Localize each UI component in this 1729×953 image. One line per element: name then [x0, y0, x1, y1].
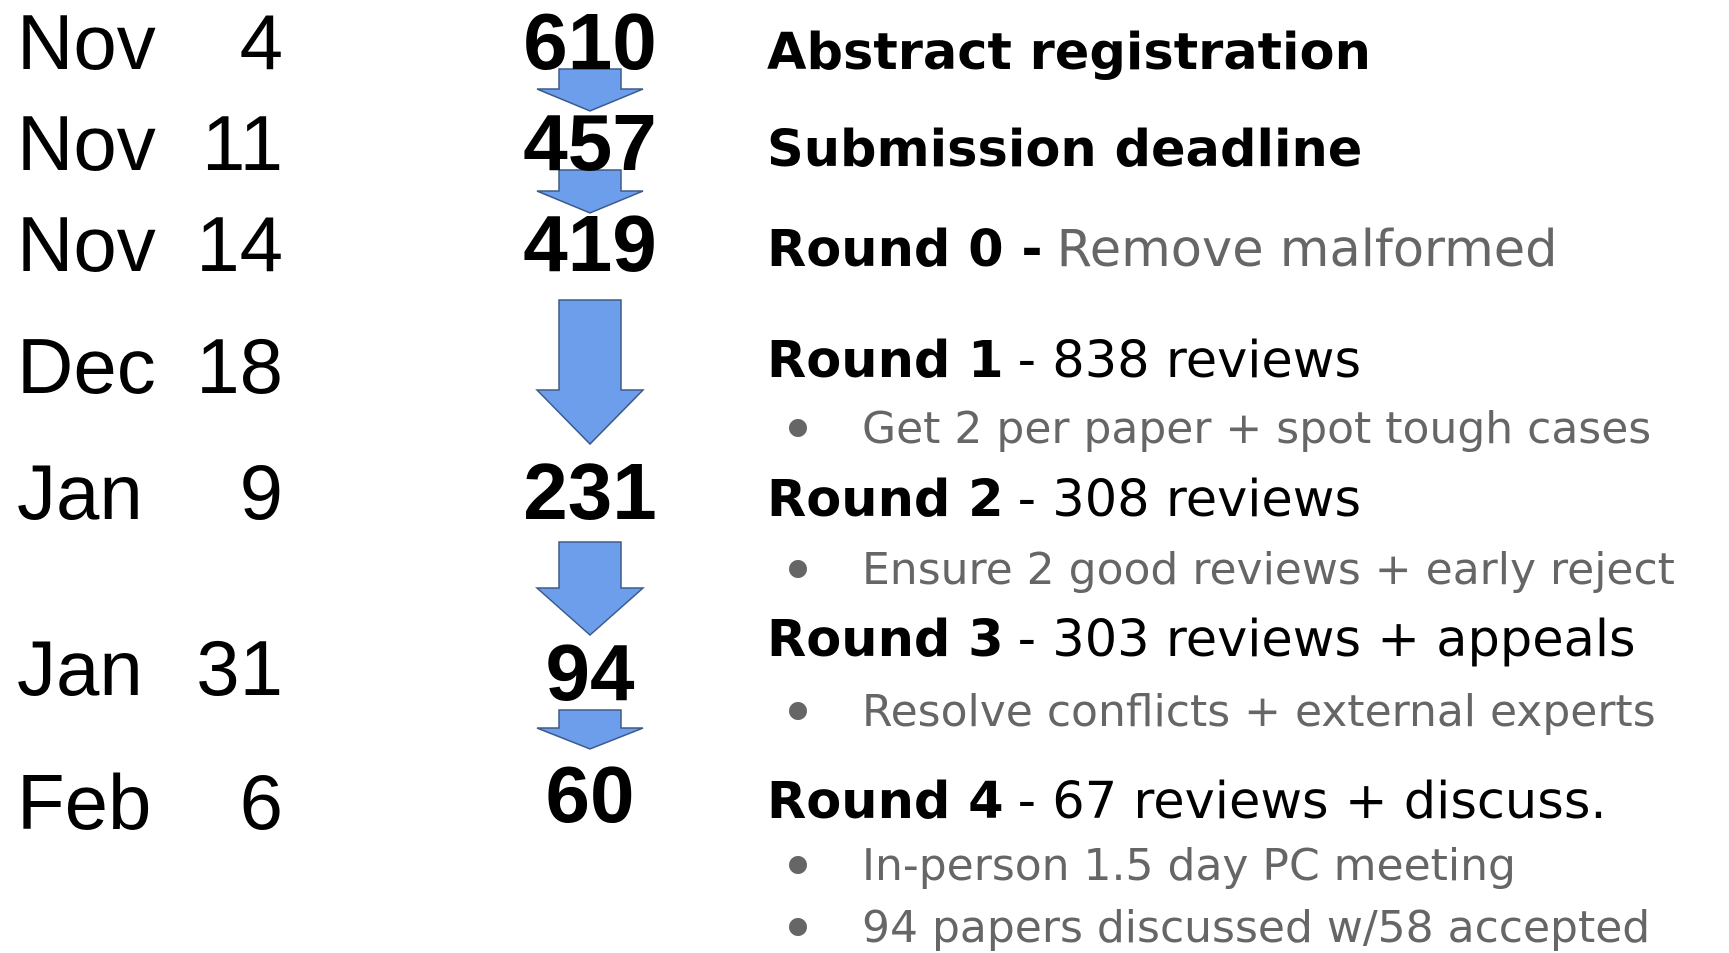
bullet-text: Ensure 2 good reviews + early reject: [862, 544, 1675, 595]
stage-title: Round 2- 308 reviews: [767, 470, 1361, 529]
bullet-dot: [789, 856, 807, 874]
bullet-text: 94 papers discussed w/58 accepted: [862, 902, 1650, 953]
stage-detail: - 67 reviews + discuss.: [1018, 772, 1607, 831]
arrow: [535, 541, 645, 637]
date-month: Dec: [17, 322, 156, 410]
stage-detail: - 308 reviews: [1018, 470, 1361, 529]
stage-name: Round 0 -: [767, 220, 1043, 279]
date-month: Jan: [17, 624, 143, 712]
paper-count: 60: [546, 750, 635, 839]
date-month: Nov: [17, 99, 156, 187]
stage-name: Round 1: [767, 331, 1004, 390]
paper-count: 231: [523, 447, 656, 536]
date-day: 31: [196, 624, 283, 712]
stage-name: Submission deadline: [767, 120, 1362, 179]
stage-title: Round 1- 838 reviews: [767, 331, 1361, 390]
bullet-text: Resolve conflicts + external experts: [862, 686, 1656, 737]
stage-title: Abstract registration: [767, 23, 1371, 82]
date-month: Jan: [17, 448, 143, 536]
arrow: [536, 68, 644, 112]
bullet-dot: [789, 560, 807, 578]
stage-name: Round 3: [767, 610, 1004, 669]
arrow: [536, 709, 644, 750]
date-month: Feb: [17, 758, 151, 846]
date-day: 4: [240, 0, 283, 86]
stage-name: Abstract registration: [767, 23, 1371, 82]
bullet-dot: [789, 702, 807, 720]
paper-count: 94: [546, 628, 635, 717]
date-day: 9: [240, 448, 283, 536]
date-month: Nov: [17, 0, 156, 86]
bullet-text: Get 2 per paper + spot tough cases: [862, 403, 1651, 454]
bullet-text: In-person 1.5 day PC meeting: [862, 840, 1516, 891]
stage-title: Round 0 - Remove malformed: [767, 220, 1558, 279]
stage-title: Submission deadline: [767, 120, 1362, 179]
stage-title: Round 4- 67 reviews + discuss.: [767, 772, 1607, 831]
stage-name: Round 2: [767, 470, 1004, 529]
date-day: 6: [240, 758, 283, 846]
bullet-dot: [789, 918, 807, 936]
stage-detail: - 838 reviews: [1018, 331, 1361, 390]
paper-count: 419: [523, 199, 656, 288]
paper-count: 457: [523, 98, 656, 187]
date-month: Nov: [17, 200, 156, 288]
stage-detail: Remove malformed: [1057, 220, 1558, 279]
stage-name: Round 4: [767, 772, 1004, 831]
stage-title: Round 3- 303 reviews + appeals: [767, 610, 1636, 669]
date-day: 18: [196, 322, 283, 410]
paper-count: 610: [523, 0, 656, 86]
date-day: 11: [202, 99, 283, 187]
bullet-dot: [789, 419, 807, 437]
date-day: 14: [196, 200, 283, 288]
arrow: [536, 169, 644, 214]
stage-detail: - 303 reviews + appeals: [1018, 610, 1636, 669]
arrow: [535, 299, 645, 446]
